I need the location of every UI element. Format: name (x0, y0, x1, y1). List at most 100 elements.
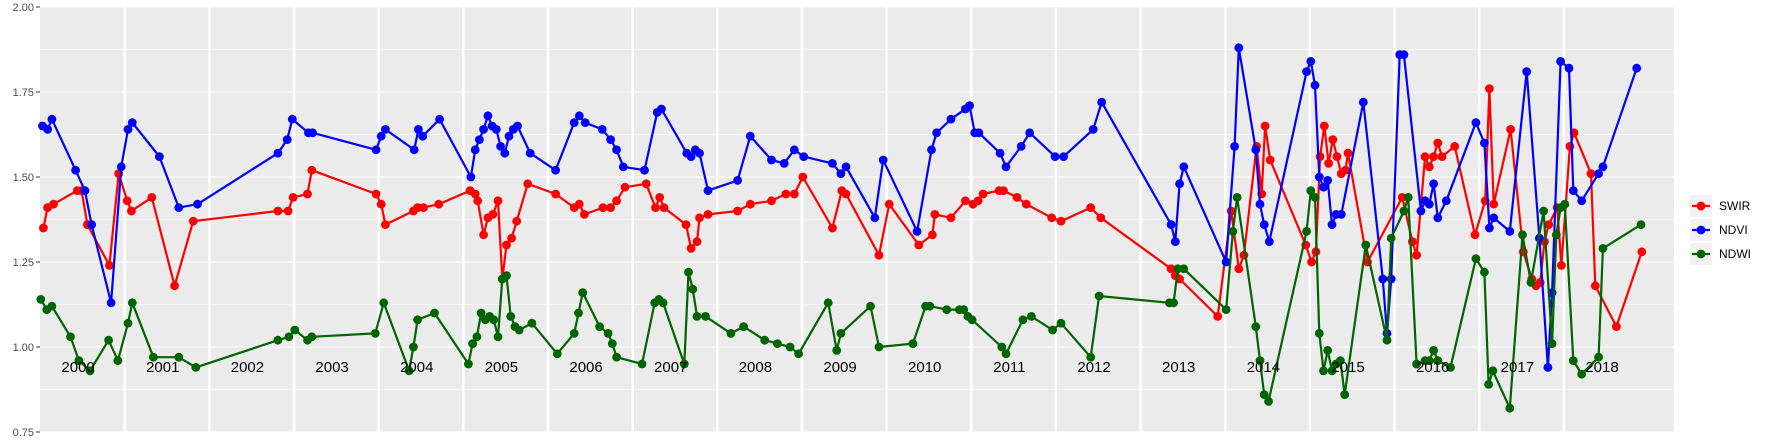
data-point-swir (307, 165, 317, 175)
data-point-ndwi (1505, 403, 1515, 413)
data-point-swir (1056, 216, 1066, 226)
data-point-ndwi (701, 312, 710, 321)
data-point-ndwi (1429, 346, 1438, 355)
data-point-swir (1506, 124, 1515, 134)
data-point-ndwi (1382, 335, 1392, 345)
data-point-swir (1437, 152, 1447, 162)
data-point-ndvi (418, 131, 428, 141)
data-point-ndwi (925, 301, 935, 311)
data-point-swir (1265, 155, 1275, 165)
data-point-ndwi (1306, 186, 1316, 196)
data-point-ndwi (832, 346, 842, 355)
year-label: 2011 (993, 359, 1025, 376)
data-point-ndvi (500, 148, 510, 158)
data-point-ndvi (1386, 274, 1396, 284)
year-label: 2000 (61, 359, 94, 376)
year-label: 2017 (1501, 359, 1534, 376)
data-point-swir (798, 172, 808, 182)
legend-label: NDVI (1719, 223, 1748, 237)
data-point-ndwi (506, 312, 516, 321)
data-point-ndwi (658, 298, 668, 308)
data-point-swir (1450, 142, 1460, 151)
data-point-ndvi (1302, 67, 1311, 76)
data-point-ndvi (1059, 152, 1068, 162)
data-point-swir (946, 213, 956, 223)
data-point-swir (1612, 322, 1621, 331)
grid-lines (40, 6, 1674, 433)
data-point-ndwi (967, 315, 977, 325)
data-point-ndvi (1097, 97, 1107, 107)
data-point-swir (1424, 162, 1434, 172)
data-point-ndvi (193, 199, 202, 209)
data-point-swir (681, 220, 691, 230)
data-point-ndvi (1016, 142, 1026, 151)
year-label: 2015 (1331, 359, 1364, 376)
data-point-swir (502, 240, 511, 250)
data-point-swir (1328, 135, 1338, 145)
data-point-ndwi (578, 288, 588, 297)
data-point-ndwi (726, 329, 736, 338)
year-label: 2002 (231, 359, 264, 376)
data-point-ndwi (1399, 206, 1409, 216)
data-point-swir (39, 223, 48, 233)
data-point-ndwi (612, 352, 621, 362)
data-point-ndwi (679, 359, 689, 369)
data-point-ndvi (435, 114, 444, 124)
data-point-ndwi (1169, 298, 1178, 308)
data-point-ndwi (1471, 254, 1481, 263)
data-point-swir (1307, 257, 1316, 267)
data-point-swir (884, 199, 894, 209)
data-point-ndvi (870, 213, 880, 223)
data-point-swir (473, 196, 483, 206)
data-point-ndvi (47, 114, 57, 124)
data-point-swir (1470, 230, 1480, 240)
data-point-ndwi (284, 332, 294, 342)
data-point-ndvi (504, 131, 514, 141)
data-point-ndwi (290, 325, 300, 335)
data-point-ndwi (574, 308, 583, 318)
data-point-ndwi (85, 366, 95, 376)
data-point-ndvi (1489, 213, 1499, 223)
data-point-swir (493, 196, 503, 206)
data-point-ndwi (836, 329, 846, 338)
data-point-swir (122, 196, 132, 206)
y-tick-label: 0.75 (13, 427, 34, 439)
data-point-ndwi (874, 342, 884, 352)
data-point-ndwi (1336, 356, 1345, 365)
data-point-ndvi (1166, 220, 1176, 230)
y-tick-label: 1.75 (13, 87, 34, 99)
data-point-swir (507, 233, 516, 243)
data-point-ndwi (1488, 366, 1498, 376)
data-point-swir (1586, 169, 1596, 179)
data-point-ndwi (739, 322, 748, 331)
data-point-ndwi (149, 352, 158, 362)
data-point-ndvi (1025, 128, 1035, 138)
data-point-swir (930, 210, 940, 219)
data-point-ndwi (1259, 390, 1269, 399)
data-point-ndvi (828, 159, 837, 168)
data-point-swir (1412, 250, 1421, 260)
data-point-ndvi (836, 169, 846, 179)
data-point-ndvi (1255, 199, 1265, 209)
data-point-ndvi (551, 165, 560, 175)
data-point-ndvi (745, 131, 755, 141)
data-point-swir (928, 230, 937, 240)
data-point-ndvi (80, 186, 90, 196)
data-point-ndvi (414, 124, 423, 134)
data-point-ndvi (43, 124, 52, 134)
data-point-ndwi (113, 356, 123, 365)
data-point-ndwi (1314, 329, 1324, 338)
data-point-ndvi (974, 128, 984, 138)
data-point-ndvi (475, 135, 484, 145)
data-point-swir (659, 203, 669, 213)
data-point-ndwi (36, 295, 46, 304)
data-point-ndvi (686, 152, 696, 162)
data-point-ndwi (1446, 363, 1455, 372)
data-point-ndvi (606, 135, 615, 145)
data-point-ndwi (430, 308, 439, 318)
data-point-swir (381, 220, 390, 230)
data-point-swir (1420, 152, 1430, 162)
data-point-ndwi (273, 335, 283, 345)
data-point-swir (1234, 264, 1244, 274)
data-point-ndwi (1424, 356, 1434, 365)
